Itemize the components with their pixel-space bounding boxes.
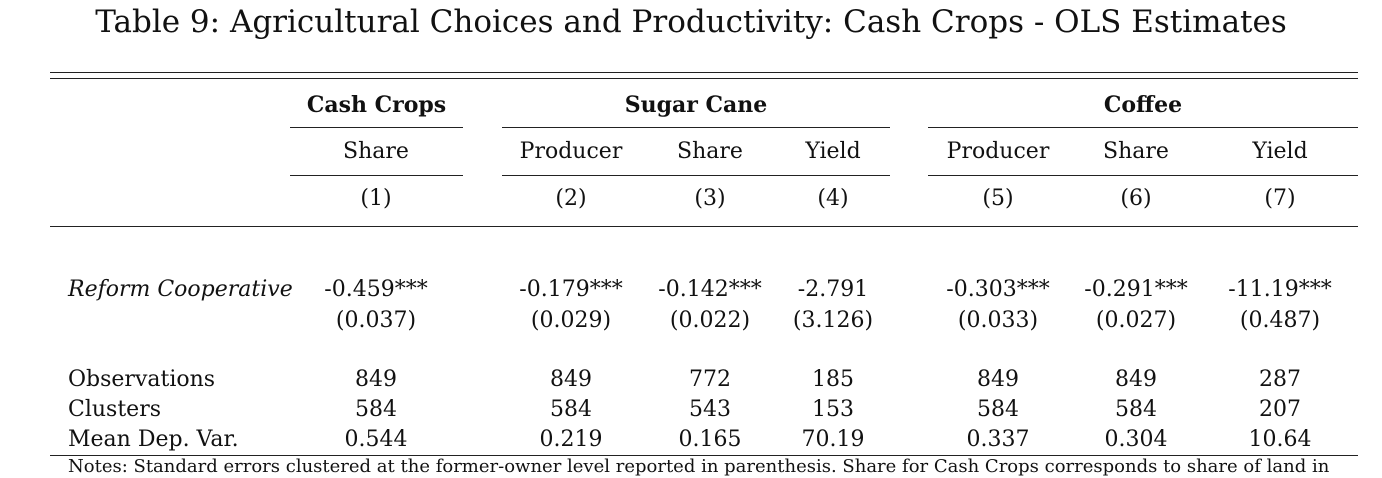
stat-clusters-7: 207 [1259,397,1301,422]
stat-label-mean-dep-var: Mean Dep. Var. [68,427,239,452]
col-header-7: Yield [1252,139,1308,164]
col-number-5: (5) [982,186,1014,211]
group-sugar-cane: Sugar Cane [624,92,768,118]
std-error-3: (0.022) [669,308,751,333]
std-error-5: (0.033) [957,308,1039,333]
stat-observations-1: 849 [355,367,397,392]
stat-label-observations: Observations [68,367,216,392]
top-rule-2 [50,78,1358,79]
stat-mean-dep-var-6: 0.304 [1104,427,1168,452]
col-header-6: Share [1103,139,1169,164]
stat-mean-dep-var-4: 70.19 [801,427,865,452]
table-notes: Notes: Standard errors clustered at the … [68,456,1330,477]
col-number-3: (3) [694,186,726,211]
col-header-3: Share [677,139,743,164]
stat-observations-6: 849 [1115,367,1157,392]
stat-label-clusters: Clusters [68,397,161,422]
subheader-rule-coffee [928,175,1358,176]
stat-clusters-3: 543 [689,397,731,422]
std-error-7: (0.487) [1239,308,1321,333]
estimate-3: -0.142*** [658,277,762,302]
stat-observations-3: 772 [689,367,731,392]
stat-clusters-5: 584 [977,397,1019,422]
stat-observations-2: 849 [550,367,592,392]
stat-mean-dep-var-3: 0.165 [678,427,742,452]
estimate-5: -0.303*** [946,277,1050,302]
top-rule [50,72,1358,73]
stat-mean-dep-var-1: 0.544 [344,427,408,452]
group-rule-cash-crops [290,127,463,128]
bottom-rule [50,455,1358,456]
stat-clusters-4: 153 [812,397,854,422]
estimate-1: -0.459*** [324,277,428,302]
stat-observations-5: 849 [977,367,1019,392]
group-rule-coffee [928,127,1358,128]
stat-clusters-2: 584 [550,397,592,422]
stat-observations-7: 287 [1259,367,1301,392]
header-bottom-rule [50,226,1358,227]
std-error-4: (3.126) [792,308,874,333]
stat-clusters-6: 584 [1115,397,1157,422]
col-header-5: Producer [946,139,1050,164]
coef-row-label: Reform Cooperative [68,277,293,302]
col-number-2: (2) [555,186,587,211]
estimate-6: -0.291*** [1084,277,1188,302]
col-header-1: Share [343,139,409,164]
stat-mean-dep-var-7: 10.64 [1248,427,1312,452]
estimate-4: -2.791 [797,277,869,302]
col-header-4: Yield [805,139,861,164]
col-number-7: (7) [1264,186,1296,211]
group-cash-crops: Cash Crops [306,92,447,118]
stat-observations-4: 185 [812,367,854,392]
group-coffee: Coffee [1103,92,1183,118]
estimate-2: -0.179*** [519,277,623,302]
subheader-rule-cash-crops [290,175,463,176]
std-error-1: (0.037) [335,308,417,333]
stat-mean-dep-var-2: 0.219 [539,427,603,452]
col-header-2: Producer [519,139,623,164]
col-number-6: (6) [1120,186,1152,211]
std-error-2: (0.029) [530,308,612,333]
stat-clusters-1: 584 [355,397,397,422]
table-title: Table 9: Agricultural Choices and Produc… [95,4,1287,40]
col-number-4: (4) [817,186,849,211]
std-error-6: (0.027) [1095,308,1177,333]
estimate-7: -11.19*** [1228,277,1332,302]
subheader-rule-sugar-cane [502,175,890,176]
group-rule-sugar-cane [502,127,890,128]
col-number-1: (1) [360,186,392,211]
stat-mean-dep-var-5: 0.337 [966,427,1030,452]
